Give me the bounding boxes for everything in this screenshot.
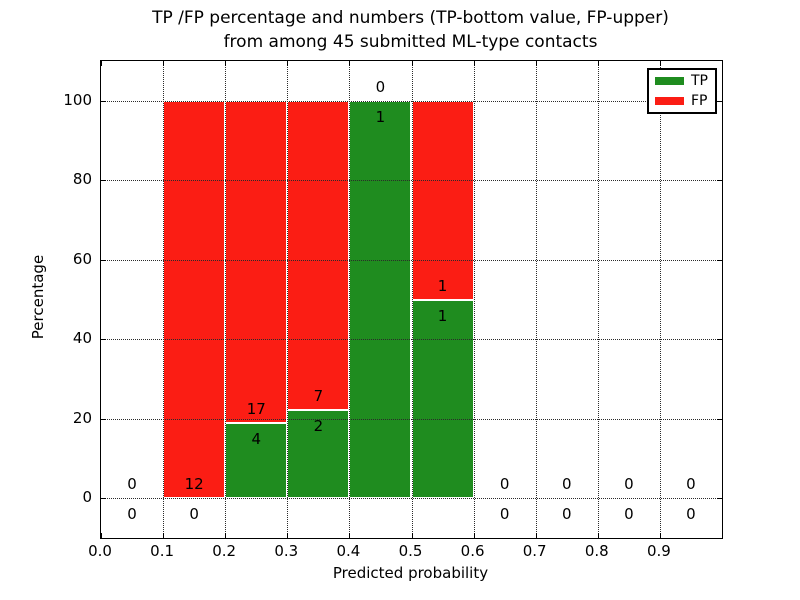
fp-count-label: 0 [127, 475, 137, 494]
x-tick-label: 0.0 [88, 542, 112, 560]
fp-count-label: 7 [313, 386, 324, 405]
fp-count-label: 0 [499, 475, 510, 494]
gridline-v [473, 61, 475, 538]
y-tick-label: 20 [72, 408, 92, 427]
y-tick-left [101, 339, 106, 341]
y-tick-left [101, 100, 106, 102]
fp-count-label: 17 [246, 399, 266, 418]
x-tick-bottom [225, 533, 227, 538]
x-tick-label: 0.2 [212, 542, 237, 560]
tp-count-label: 0 [499, 505, 510, 524]
gridline-v [287, 61, 289, 538]
ticks-layer [101, 61, 722, 538]
x-tick-top [163, 61, 165, 66]
fp-count-label: 0 [561, 475, 572, 494]
y-tick-label: 60 [72, 249, 92, 268]
x-axis-label: Predicted probability [332, 564, 489, 582]
x-tick-top [535, 61, 537, 66]
x-tick-top [349, 61, 351, 66]
bar-segment-tp [287, 409, 350, 499]
tp-count-label: 4 [251, 429, 262, 448]
x-tick-label: 0.4 [336, 542, 361, 560]
legend-label: FP [691, 93, 708, 109]
y-tick-label: 0 [82, 488, 92, 507]
x-tick-bottom [287, 533, 289, 538]
chart-title-line2: from among 45 submitted ML-type contacts [223, 32, 598, 52]
gridline-v [659, 61, 661, 538]
tp-count-label: 0 [127, 505, 137, 524]
tp-count-label: 1 [375, 107, 386, 126]
gridline-v [535, 61, 537, 538]
y-tick-left [101, 259, 106, 261]
x-tick-label: 0.7 [522, 542, 547, 560]
tp-count-label: 0 [561, 505, 572, 524]
bar-segment-tp [225, 422, 288, 499]
x-tick-top [597, 61, 599, 66]
tp-count-label: 1 [437, 306, 448, 325]
chart-title: TP /FP percentage and numbers (TP-bottom… [100, 6, 721, 54]
bars-layer [101, 61, 722, 538]
y-tick-right [717, 180, 722, 182]
gridline-v [597, 61, 599, 538]
x-tick-label: 0.8 [584, 542, 609, 560]
x-tick-bottom [535, 533, 537, 538]
chart-title-line1: TP /FP percentage and numbers (TP-bottom… [152, 8, 669, 28]
y-tick-right [717, 498, 722, 500]
plot-area: 0 0 12 0 17 4 7 2 0 1 1 1 0 0 0 0 0 0 0 0 TP FP [100, 60, 723, 539]
bar-segment-tp [349, 100, 412, 499]
x-tick-top [287, 61, 289, 66]
y-tick-label: 80 [72, 170, 92, 189]
x-tick-bottom [473, 533, 475, 538]
x-tick-label: 0.1 [150, 542, 175, 560]
gridlines-over [101, 61, 722, 538]
x-tick-label: 0.5 [398, 542, 423, 560]
x-tick-bottom [597, 533, 599, 538]
gridline-v [411, 61, 413, 538]
bar-labels-layer: 0 0 12 0 17 4 7 2 0 1 1 1 0 0 0 0 0 0 0 0 [101, 61, 722, 538]
x-tick-label: 0.3 [274, 542, 299, 560]
gridline-v [225, 61, 227, 538]
y-tick-label: 100 [63, 90, 92, 109]
gridline-v [163, 61, 165, 538]
fp-count-label: 1 [437, 276, 448, 295]
x-tick-top [411, 61, 413, 66]
x-tick-top [225, 61, 227, 66]
legend: TP FP [647, 68, 717, 114]
x-tick-top [101, 61, 102, 66]
x-tick-label: 0.9 [646, 542, 671, 560]
y-tick-left [101, 180, 106, 182]
x-tick-top [473, 61, 475, 66]
y-tick-label: 40 [72, 329, 92, 348]
y-axis-label: Percentage [29, 254, 47, 340]
x-tick-bottom [101, 533, 102, 538]
x-tick-top [659, 61, 661, 66]
legend-swatch-fp [655, 97, 684, 105]
fp-count-label: 0 [686, 475, 696, 494]
y-tick-right [717, 259, 722, 261]
gridline-v [349, 61, 351, 538]
fp-count-label: 0 [624, 475, 634, 494]
legend-label: TP [691, 73, 708, 89]
tp-count-label: 2 [313, 416, 324, 435]
x-tick-bottom [659, 533, 661, 538]
fp-count-label: 0 [375, 77, 386, 96]
tp-count-label: 0 [624, 505, 634, 524]
y-tick-left [101, 498, 106, 500]
y-tick-right [717, 339, 722, 341]
x-tick-label: 0.6 [460, 542, 485, 560]
tp-count-label: 0 [686, 505, 696, 524]
y-tick-left [101, 418, 106, 420]
legend-item-fp: FP [649, 93, 715, 109]
tp-count-label: 0 [189, 505, 199, 524]
y-tick-right [717, 418, 722, 420]
fp-count-label: 12 [184, 475, 204, 494]
legend-swatch-tp [655, 77, 684, 85]
legend-item-tp: TP [649, 73, 715, 89]
y-tick-right [717, 100, 722, 102]
x-tick-bottom [349, 533, 351, 538]
x-tick-bottom [163, 533, 165, 538]
x-tick-bottom [411, 533, 413, 538]
